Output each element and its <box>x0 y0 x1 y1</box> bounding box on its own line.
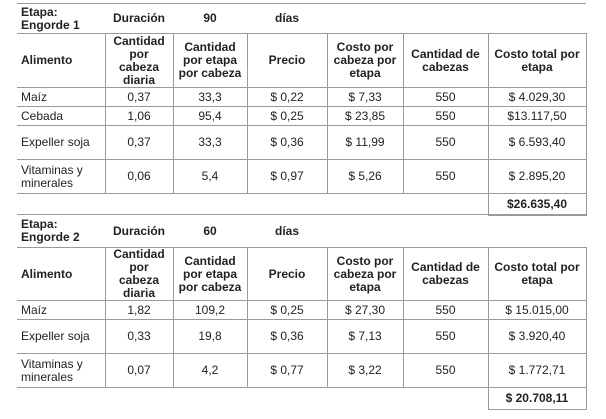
total-row: $26.635,40 <box>17 193 587 216</box>
cell-precio: $ 0,25 <box>246 300 327 320</box>
cell-cant-diaria: 1,06 <box>104 106 173 126</box>
cell-alimento: Vitaminas y minerales <box>17 159 105 194</box>
table-row: Vitaminas y minerales 0,07 4,2 $ 0,77 $ … <box>17 353 587 388</box>
cell-cant-diaria: 0,37 <box>104 87 173 107</box>
table-row: Maíz 0,37 33,3 $ 0,22 $ 7,33 550 $ 4.029… <box>17 87 587 107</box>
table-row: Cebada 1,06 95,4 $ 0,25 $ 23,85 550 $13.… <box>17 106 587 126</box>
cell-costo-cabeza: $ 27,30 <box>326 300 403 320</box>
cell-cant-etapa: 33,3 <box>172 87 247 107</box>
cell-precio: $ 0,22 <box>246 87 327 107</box>
duration-label: Duración <box>105 3 173 34</box>
cell-costo-cabeza: $ 11,99 <box>326 125 403 160</box>
cell-cabezas: 550 <box>402 159 488 194</box>
column-header-row: Alimento Cantidad por cabeza diaria Cant… <box>17 247 587 301</box>
cell-cant-etapa: 33,3 <box>172 125 247 160</box>
cell-cabezas: 550 <box>402 87 488 107</box>
cell-costo-cabeza: $ 7,13 <box>326 319 403 354</box>
cell-cabezas: 550 <box>402 300 488 320</box>
cell-cant-etapa: 4,2 <box>172 353 247 388</box>
col-header-costo-cabeza: Costo por cabeza por etapa <box>326 247 403 301</box>
cell-costo-total: $ 3.920,40 <box>487 319 587 354</box>
cell-alimento: Maíz <box>17 87 105 107</box>
duration-value: 60 <box>173 214 247 248</box>
cell-cant-etapa: 109,2 <box>172 300 247 320</box>
cell-precio: $ 0,25 <box>246 106 327 126</box>
cell-cant-diaria: 1,82 <box>104 300 173 320</box>
cell-cant-etapa: 19,8 <box>172 319 247 354</box>
duration-value: 90 <box>173 3 247 34</box>
stage-table-2: Etapa: Engorde 2 Duración 60 días Alimen… <box>17 214 587 410</box>
stage-table-1: Etapa: Engorde 1 Duración 90 días Alimen… <box>17 3 587 216</box>
cell-precio: $ 0,97 <box>246 159 327 194</box>
cell-alimento: Expeller soja <box>17 319 105 354</box>
cell-precio: $ 0,77 <box>246 353 327 388</box>
table-row: Maíz 1,82 109,2 $ 0,25 $ 27,30 550 $ 15.… <box>17 300 587 320</box>
cell-costo-total: $13.117,50 <box>487 106 587 126</box>
stage-header-row: Etapa: Engorde 2 Duración 60 días <box>17 214 586 248</box>
days-label: días <box>247 214 327 248</box>
cell-cant-diaria: 0,07 <box>104 353 173 388</box>
col-header-cabezas: Cantidad de cabezas <box>402 247 488 301</box>
col-header-cant-diaria: Cantidad por cabeza diaria <box>104 33 173 88</box>
col-header-cant-diaria: Cantidad por cabeza diaria <box>104 247 173 301</box>
cell-costo-cabeza: $ 5,26 <box>326 159 403 194</box>
stage-label: Etapa: Engorde 1 <box>17 3 105 34</box>
col-header-costo-total: Costo total por etapa <box>487 33 587 88</box>
cell-cabezas: 550 <box>402 125 488 160</box>
table-row: Vitaminas y minerales 0,06 5,4 $ 0,97 $ … <box>17 159 587 194</box>
col-header-precio: Precio <box>246 247 327 301</box>
cell-precio: $ 0,36 <box>246 319 327 354</box>
col-header-alimento: Alimento <box>17 247 105 301</box>
cell-cant-etapa: 5,4 <box>172 159 247 194</box>
days-label: días <box>247 3 327 34</box>
cell-costo-total: $ 2.895,20 <box>487 159 587 194</box>
cell-alimento: Vitaminas y minerales <box>17 353 105 388</box>
cell-cant-diaria: 0,06 <box>104 159 173 194</box>
column-header-row: Alimento Cantidad por cabeza diaria Cant… <box>17 33 587 88</box>
table-row: Expeller soja 0,37 33,3 $ 0,36 $ 11,99 5… <box>17 125 587 160</box>
cell-cabezas: 550 <box>402 106 488 126</box>
stage-total: $ 20.708,11 <box>487 387 587 410</box>
duration-label: Duración <box>105 214 173 248</box>
stage-label: Etapa: Engorde 2 <box>17 214 105 248</box>
col-header-costo-cabeza: Costo por cabeza por etapa <box>326 33 403 88</box>
cell-cabezas: 550 <box>402 319 488 354</box>
table-row: Expeller soja 0,33 19,8 $ 0,36 $ 7,13 55… <box>17 319 587 354</box>
cell-costo-cabeza: $ 3,22 <box>326 353 403 388</box>
cell-cant-diaria: 0,37 <box>104 125 173 160</box>
total-row: $ 20.708,11 <box>17 387 587 410</box>
stage-header-row: Etapa: Engorde 1 Duración 90 días <box>17 3 586 34</box>
cell-alimento: Expeller soja <box>17 125 105 160</box>
cell-alimento: Maíz <box>17 300 105 320</box>
col-header-alimento: Alimento <box>17 33 105 88</box>
cell-cant-diaria: 0,33 <box>104 319 173 354</box>
col-header-cant-etapa: Cantidad por etapa por cabeza <box>172 33 247 88</box>
col-header-cant-etapa: Cantidad por etapa por cabeza <box>172 247 247 301</box>
cell-cabezas: 550 <box>402 353 488 388</box>
col-header-cabezas: Cantidad de cabezas <box>402 33 488 88</box>
cell-precio: $ 0,36 <box>246 125 327 160</box>
cell-costo-total: $ 15.015,00 <box>487 300 587 320</box>
cell-alimento: Cebada <box>17 106 105 126</box>
cell-costo-total: $ 4.029,30 <box>487 87 587 107</box>
col-header-precio: Precio <box>246 33 327 88</box>
cell-costo-total: $ 1.772,71 <box>487 353 587 388</box>
cell-costo-total: $ 6.593,40 <box>487 125 587 160</box>
col-header-costo-total: Costo total por etapa <box>487 247 587 301</box>
cell-cant-etapa: 95,4 <box>172 106 247 126</box>
cell-costo-cabeza: $ 7,33 <box>326 87 403 107</box>
cell-costo-cabeza: $ 23,85 <box>326 106 403 126</box>
stage-total: $26.635,40 <box>487 193 587 216</box>
